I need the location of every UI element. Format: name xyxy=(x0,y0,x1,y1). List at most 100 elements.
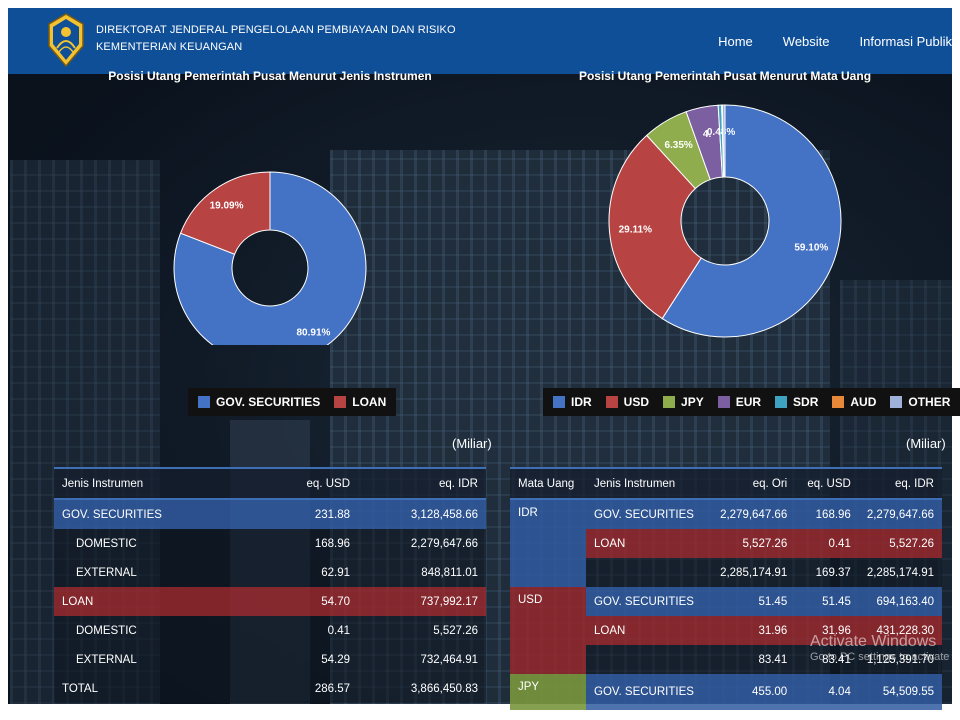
table-cell-eq-idr: 431,228.30 xyxy=(858,616,942,645)
table-cell-eq-idr: 5,527.26 xyxy=(433,624,478,637)
legend-other[interactable]: OTHER xyxy=(890,395,950,409)
frame-right-edge xyxy=(952,0,960,720)
table-row: 83.41 83.41 1,125,391.70 xyxy=(510,645,942,674)
column-header-eq-usd: eq. USD xyxy=(807,477,851,490)
table-cell-eq-idr: 5,527.26 xyxy=(858,529,942,558)
table-cell-eq-usd: 169.37 xyxy=(795,558,859,587)
table-cell-eq-usd: 168.96 xyxy=(314,537,350,550)
pie-slice-gov-securities[interactable] xyxy=(173,171,367,345)
pie-slice-other[interactable] xyxy=(721,104,726,178)
table-cell-instrument: LOAN xyxy=(62,595,94,608)
table-cell-eq-usd: 54.70 xyxy=(321,595,350,608)
legend-swatch-aud xyxy=(832,396,845,408)
legend-label-jpy: JPY xyxy=(681,395,704,409)
legend-swatch-eur xyxy=(717,396,730,408)
table-cell-instrument xyxy=(586,645,707,674)
table-cell-eq-usd: 4.04 xyxy=(795,674,859,710)
pie-data-label: 19.09% xyxy=(210,200,244,211)
table-cell-instrument: DOMESTIC xyxy=(76,624,137,637)
legend-gov-securities[interactable]: GOV. SECURITIES xyxy=(198,395,320,409)
pie-data-label: 59.10% xyxy=(794,242,828,253)
organization-name: DIREKTORAT JENDERAL PENGELOLAAN PEMBIAYA… xyxy=(96,22,456,56)
table-row: LOAN 31.96 31.96 431,228.30 xyxy=(510,616,942,645)
pie-slice-idr[interactable] xyxy=(661,104,842,338)
table-cell-eq-usd: 168.96 xyxy=(795,499,859,529)
unit-label-right: (Miliar) xyxy=(906,436,946,451)
watermark-title: Activate Windows xyxy=(810,633,937,650)
legend-eur[interactable]: EUR xyxy=(717,395,761,409)
nav-website-link[interactable]: Website xyxy=(782,33,830,49)
legend-swatch-other xyxy=(890,396,903,408)
legend-swatch-idr xyxy=(553,396,565,408)
legend-jpy[interactable]: JPY xyxy=(663,395,704,409)
table-cell-instrument: GOV. SECURITIES xyxy=(586,674,707,710)
column-header-jenis-instrumen: Jenis Instrumen xyxy=(62,477,144,490)
table-cell-eq-idr: 737,992.17 xyxy=(420,595,478,608)
chart-instrumen-donut: 80.91% 19.09% xyxy=(173,171,367,345)
legend-loan[interactable]: LOAN xyxy=(334,395,386,409)
legend-label-loan: LOAN xyxy=(352,395,387,409)
table-cell-eq-idr: 694,163.40 xyxy=(858,587,942,616)
table-row: GOV. SECURITIES 231.88 3,128,458.66 xyxy=(54,499,486,529)
pie-data-label: 6.35% xyxy=(664,140,692,151)
table-cell-currency: USD xyxy=(510,587,587,674)
legend-label-aud: AUD xyxy=(850,395,877,409)
table-cell-eq-idr: 848,811.01 xyxy=(421,566,478,579)
site-header: DIREKTORAT JENDERAL PENGELOLAAN PEMBIAYA… xyxy=(8,8,952,74)
table-instrumen: Jenis Instrumen eq. USD eq. IDR GOV. SEC… xyxy=(54,467,486,703)
pie-data-label: 4. xyxy=(703,129,712,140)
legend-usd[interactable]: USD xyxy=(605,395,649,409)
table-row: IDR GOV. SECURITIES 2,279,647.66 168.96 2,27… xyxy=(510,499,942,587)
table-row: LOAN 54.70 737,992.17 xyxy=(54,587,486,616)
table-cell-eq-usd: 0.41 xyxy=(795,529,859,558)
legend-label-gov-securities: GOV. SECURITIES xyxy=(216,395,321,409)
pie-data-label: 0.48% xyxy=(707,127,735,138)
table-cell-eq-idr: 3,866,450.83 xyxy=(410,682,478,695)
table-cell-eq-ori: 51.45 xyxy=(706,587,796,616)
pie-data-label: 80.91% xyxy=(296,328,330,339)
table-row: JPY GOV. SECURITIES 455.00 4.04 54,509.55 xyxy=(510,674,942,710)
legend-swatch-jpy xyxy=(663,396,676,408)
unit-label-left: (Miliar) xyxy=(452,436,492,451)
pie-slice-loan[interactable] xyxy=(179,171,271,255)
frame-top-edge xyxy=(0,0,960,8)
table-row: EXTERNAL 54.29 732,464.91 xyxy=(54,645,486,674)
legend-sdr[interactable]: SDR xyxy=(775,395,818,409)
table-mata-uang-header: Mata Uang Jenis Instrumen eq. Ori eq. US… xyxy=(510,468,942,499)
table-cell-eq-idr: 2,279,647.66 xyxy=(410,537,478,550)
organization-name-line2: KEMENTERIAN KEUANGAN xyxy=(96,41,243,53)
column-header-mata-uang: Mata Uang xyxy=(518,477,575,490)
legend-aud[interactable]: AUD xyxy=(832,395,876,409)
table-cell-instrument: LOAN xyxy=(586,616,707,645)
table-cell-eq-usd: 83.41 xyxy=(795,645,859,674)
table-row: EXTERNAL 62.91 848,811.01 xyxy=(54,558,486,587)
legend-idr[interactable]: IDR xyxy=(553,395,592,409)
table-cell-instrument: GOV. SECURITIES xyxy=(586,499,707,529)
legend-label-idr: IDR xyxy=(571,395,592,409)
table-cell-eq-usd: 62.91 xyxy=(321,566,350,579)
table-cell-instrument: EXTERNAL xyxy=(76,653,137,666)
nav-informasi-publik-link[interactable]: Informasi Publik xyxy=(859,33,952,49)
chart-instrumen-legend: GOV. SECURITIES LOAN xyxy=(188,388,397,416)
pie-data-label: 29.11% xyxy=(619,225,652,236)
table-instrumen-header: Jenis Instrumen eq. USD eq. IDR xyxy=(54,468,486,499)
table-cell-eq-usd: 286.57 xyxy=(314,682,350,695)
pie-slice-usd[interactable] xyxy=(608,134,702,320)
column-header-eq-ori: eq. Ori xyxy=(752,477,788,490)
legend-swatch-loan xyxy=(334,396,347,408)
legend-swatch-usd xyxy=(605,396,618,408)
kemenkeu-logo-icon[interactable] xyxy=(46,12,86,68)
legend-label-other: OTHER xyxy=(908,395,951,409)
legend-label-sdr: SDR xyxy=(793,395,819,409)
column-header-eq-idr: eq. IDR xyxy=(895,477,934,490)
legend-swatch-gov-securities xyxy=(198,396,210,408)
legend-swatch-sdr xyxy=(775,396,788,408)
table-cell-instrument: GOV. SECURITIES xyxy=(62,508,162,521)
table-cell-instrument: LOAN xyxy=(586,529,707,558)
table-cell-instrument: DOMESTIC xyxy=(76,537,137,550)
table-cell-eq-idr: 732,464.91 xyxy=(420,653,478,666)
column-header-eq-idr: eq. IDR xyxy=(439,477,478,490)
table-cell-instrument: EXTERNAL xyxy=(76,566,137,579)
nav-home-link[interactable]: Home xyxy=(718,33,753,49)
chart-mata-uang-title: Posisi Utang Pemerintah Pusat Menurut Ma… xyxy=(578,69,872,83)
